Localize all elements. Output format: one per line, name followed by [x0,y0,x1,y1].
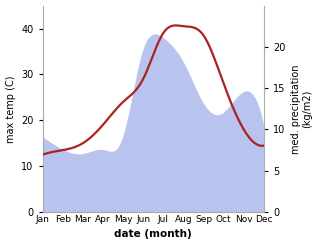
X-axis label: date (month): date (month) [114,230,192,239]
Y-axis label: med. precipitation
(kg/m2): med. precipitation (kg/m2) [291,64,313,154]
Y-axis label: max temp (C): max temp (C) [5,75,16,143]
